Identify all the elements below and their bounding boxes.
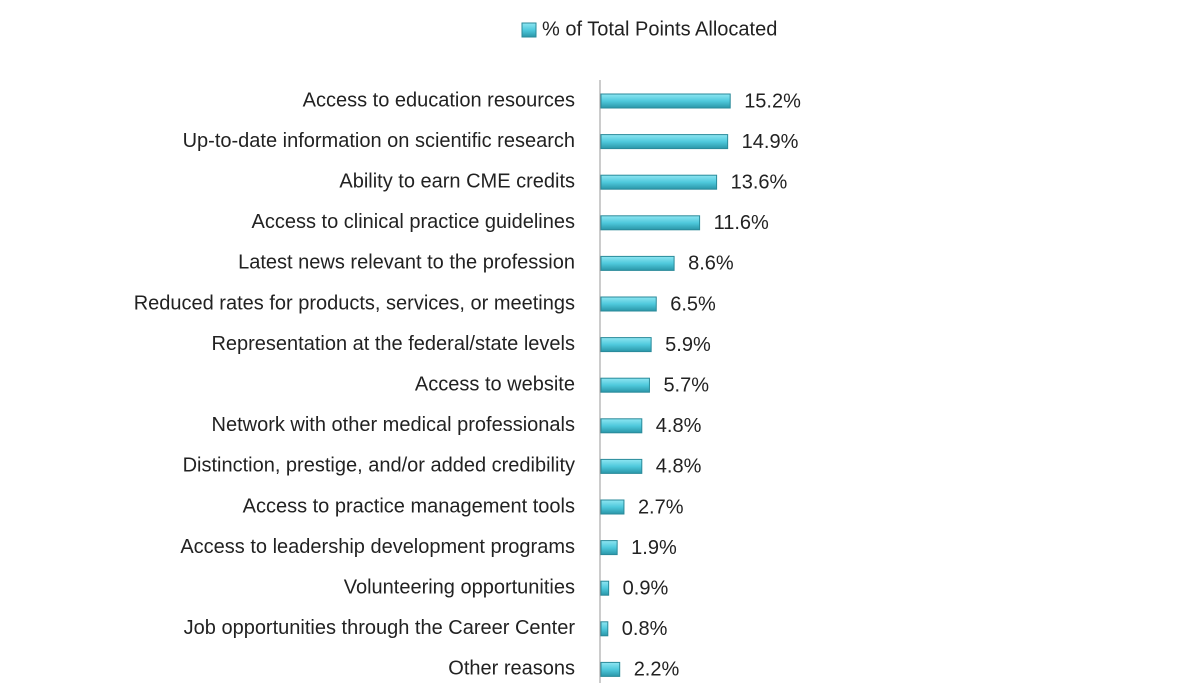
value-label: 4.8%: [656, 415, 702, 437]
category-label: Access to education resources: [303, 89, 575, 111]
category-label: Other reasons: [448, 658, 575, 680]
value-label: 6.5%: [670, 293, 716, 315]
bar: [600, 255, 675, 271]
legend-label: % of Total Points Allocated: [542, 18, 777, 40]
bar: [600, 661, 621, 677]
bar: [600, 418, 643, 434]
category-label: Distinction, prestige, and/or added cred…: [183, 455, 575, 477]
value-label: 8.6%: [688, 253, 734, 275]
value-label: 0.8%: [622, 618, 668, 640]
bar: [600, 215, 701, 231]
category-label: Ability to earn CME credits: [339, 170, 575, 192]
bar: [600, 134, 729, 150]
category-label: Access to clinical practice guidelines: [252, 211, 576, 233]
bar: [600, 337, 652, 353]
bar: [600, 174, 718, 190]
category-label: Up-to-date information on scientific res…: [183, 130, 575, 152]
category-label: Job opportunities through the Career Cen…: [184, 617, 576, 639]
bar: [600, 93, 731, 109]
value-label: 5.7%: [663, 374, 709, 396]
category-label: Access to practice management tools: [243, 495, 575, 517]
value-label: 13.6%: [731, 171, 788, 193]
bar: [600, 458, 643, 474]
category-label: Network with other medical professionals: [212, 414, 576, 436]
bar: [600, 377, 650, 393]
value-label: 5.9%: [665, 334, 711, 356]
bar: [600, 540, 618, 556]
value-label: 11.6%: [714, 212, 769, 234]
value-label: 4.8%: [656, 456, 702, 478]
category-label: Access to leadership development program…: [180, 536, 575, 558]
value-label: 14.9%: [742, 131, 799, 153]
bar: [600, 580, 610, 596]
category-label: Access to website: [415, 373, 575, 395]
bar: [600, 499, 625, 515]
category-label: Reduced rates for products, services, or…: [134, 292, 575, 314]
category-label: Representation at the federal/state leve…: [211, 333, 575, 355]
value-label: 1.9%: [631, 537, 677, 559]
bar: [600, 621, 609, 637]
value-label: 2.7%: [638, 496, 684, 518]
value-label: 15.2%: [744, 90, 801, 112]
category-label: Latest news relevant to the profession: [238, 252, 575, 274]
value-label: 0.9%: [623, 577, 669, 599]
legend-swatch: [521, 22, 537, 38]
value-label: 2.2%: [634, 659, 680, 681]
category-label: Volunteering opportunities: [344, 576, 575, 598]
bar: [600, 296, 657, 312]
